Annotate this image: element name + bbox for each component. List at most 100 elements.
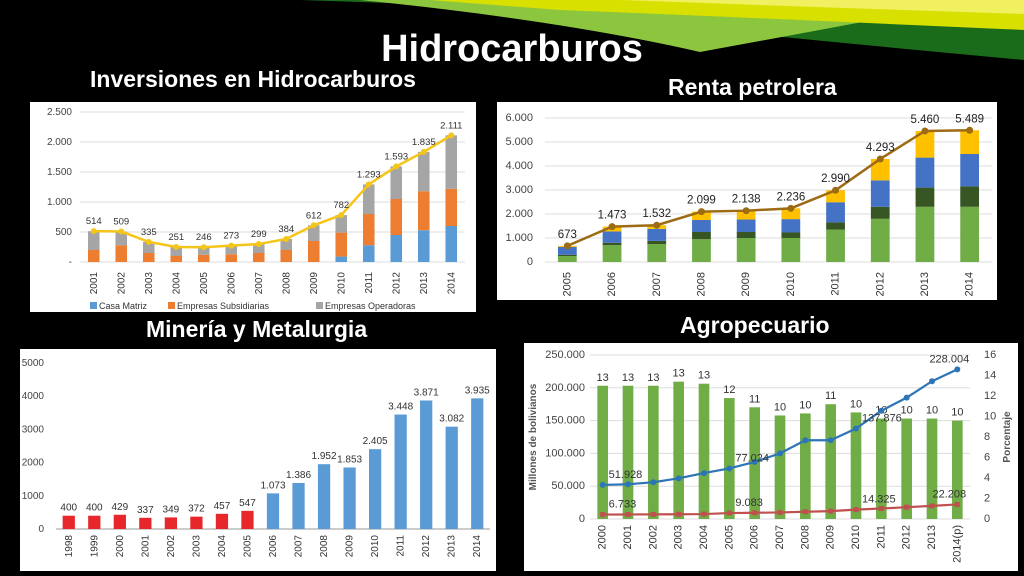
chart2-bar-segment [870, 158, 890, 181]
chart2-data-label: 2.236 [776, 191, 805, 203]
chart3-data-label: 2.405 [363, 436, 388, 447]
chart4-red-point [726, 510, 732, 516]
chart2-bar-segment [602, 242, 622, 246]
chart4-bar [698, 383, 710, 519]
chart1-category-label: 2012 [391, 272, 402, 295]
chart3-data-label: 3.448 [388, 402, 413, 413]
chart3-category-label: 2013 [447, 535, 458, 558]
chart4-blue-point [726, 465, 733, 472]
chart1-data-label: 299 [251, 229, 267, 240]
chart3-category-label: 2010 [370, 535, 381, 558]
chart4-blue-point [751, 458, 758, 465]
chart1-bar-segment [252, 253, 265, 262]
chart1-category-label: 2001 [89, 272, 100, 295]
chart4-category-label: 2012 [901, 525, 913, 549]
chart2-bar-segment [736, 232, 756, 238]
chart4-bar [597, 385, 608, 519]
chart1-bar-segment [390, 166, 403, 199]
chart4-bar [800, 413, 811, 519]
chart4-y2-tick-label: 2 [984, 493, 990, 505]
chart2-bar-segment [647, 244, 667, 262]
chart2-category-label: 2011 [830, 272, 842, 296]
chart1-data-label: 273 [223, 231, 239, 242]
chart1-bar-segment [115, 231, 128, 246]
chart3-data-label: 1.073 [260, 480, 285, 491]
chart3-y-tick-label: 3000 [22, 424, 45, 435]
chart2-bar-segment [826, 222, 845, 230]
chart3-category-label: 2014 [472, 535, 483, 558]
chart4-y2-tick-label: 16 [984, 349, 996, 361]
decorative-swoosh [300, 0, 1024, 60]
chart4-bar [825, 404, 836, 519]
chart1-bar-segment [335, 215, 348, 233]
chart2-line-point [563, 242, 571, 250]
chart3-bar [266, 493, 280, 529]
chart3-y-tick-label: 2000 [22, 458, 45, 469]
chart3-bar [445, 426, 458, 529]
chart1-legend-swatch [168, 302, 175, 309]
chart2-bar-segment [915, 130, 935, 158]
chart4-y-tick-label: 250.000 [545, 349, 585, 361]
chart2-bar-segment [647, 228, 667, 241]
chart2-bar-segment [602, 231, 622, 243]
chart2-data-label: 2.138 [732, 194, 761, 206]
chart4-category-label: 2003 [673, 525, 685, 549]
mining-chart: 0 1000 2000 3000 4000 5000 400 400 429 337 349 372 4… [22, 358, 490, 558]
chart1-bar-segment [417, 151, 430, 192]
chart4-red-point [828, 508, 834, 514]
chart2-bar-segment [960, 130, 980, 154]
chart1-bar-segment [307, 241, 320, 262]
chart2-y-tick-label: 3.000 [505, 184, 533, 196]
chart2-data-label: 2.990 [821, 173, 850, 185]
chart2-bar-segment [692, 220, 711, 232]
chart3-bar [113, 514, 126, 529]
chart2-category-label: 2006 [606, 272, 618, 296]
chart2-category-label: 2012 [874, 272, 886, 296]
chart1-legend-swatch [90, 302, 97, 309]
chart3-data-label: 1.952 [312, 451, 337, 462]
chart3-bar [88, 515, 101, 529]
chart3-y-tick-label: 0 [38, 524, 44, 535]
chart4-bar-label: 13 [698, 370, 710, 382]
chart1-data-label: 246 [196, 232, 212, 243]
chart2-y-tick-label: 2.000 [505, 208, 533, 220]
chart4-bar [901, 418, 912, 519]
chart4-red-point [650, 511, 656, 517]
chart3-bar [241, 510, 254, 529]
chart1-category-label: 2013 [419, 272, 430, 295]
chart4-blue-point [675, 475, 682, 482]
chart3-bar [394, 414, 407, 529]
chart4-bar-label: 10 [951, 407, 963, 419]
chart1-bar-segment [87, 250, 100, 262]
chart4-blue-data-label: 137.876 [862, 413, 902, 425]
chart2-line-point [966, 126, 974, 134]
chart3-category-label: 2008 [319, 535, 330, 558]
chart3-category-label: 2000 [115, 535, 126, 558]
chart4-category-label: 2013 [926, 525, 938, 549]
chart1-bar-segment [280, 238, 293, 250]
chart1-data-label: 384 [278, 224, 294, 235]
chart2-line-point [697, 208, 705, 216]
chart4-bar-label: 13 [597, 372, 609, 384]
chart4-y-tick-label: 0 [579, 513, 585, 525]
chart4-red-data-label: 9.083 [735, 497, 763, 509]
chart1-bar-segment [225, 254, 238, 262]
chart4-category-label: 2006 [749, 525, 761, 549]
chart4-bar [673, 381, 684, 519]
chart3-y-tick-label: 5000 [22, 358, 45, 369]
chart1-data-label: 1.293 [357, 169, 381, 180]
chart4-red-point [929, 503, 935, 509]
chart2-line-point [921, 127, 929, 135]
chart1-line-point [393, 163, 400, 170]
chart2-category-label: 2013 [919, 272, 931, 296]
chart1-category-label: 2006 [226, 272, 237, 295]
chart4-red-point [853, 507, 859, 513]
chart1-y-tick-label: 1.000 [47, 197, 72, 208]
chart2-bar-segment [915, 157, 935, 188]
chart4-category-label: 2004 [698, 525, 710, 549]
chart4-blue-point [827, 437, 834, 444]
chart1-bar-segment [225, 245, 238, 255]
chart3-title: Minería y Metalurgia [146, 316, 368, 342]
chart4-bar [724, 398, 735, 519]
chart1-bar-segment [445, 226, 458, 262]
